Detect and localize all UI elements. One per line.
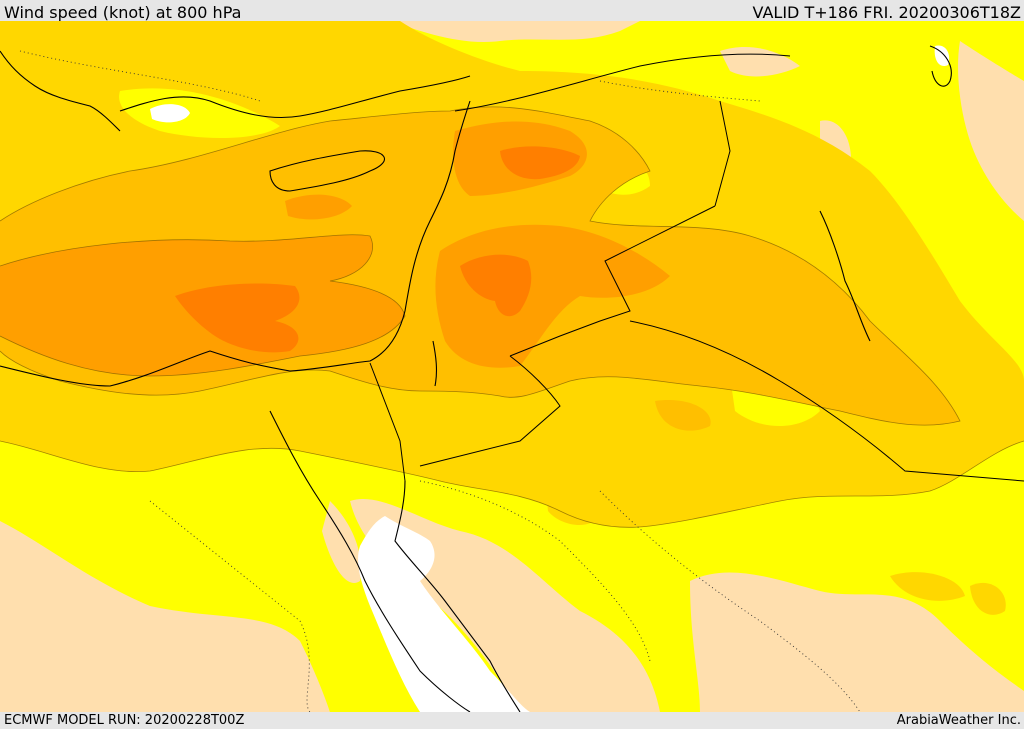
coastline-persian-gulf: [819, 210, 871, 342]
wind-band-lowest-red-sea: [358, 516, 530, 712]
map-canvas: [0, 21, 1024, 712]
map-title: Wind speed (knot) at 800 hPa: [4, 3, 242, 22]
boundary-line-iraq-syria: [714, 100, 731, 207]
coastlines: [0, 45, 952, 712]
wind-band-low-southwest: [0, 521, 330, 712]
border-line-north: [599, 80, 761, 102]
boundary-line-egypt: [369, 362, 406, 482]
wind-band-elevated-south-patch: [545, 480, 599, 526]
boundary-line-saudi-iraq: [629, 320, 1024, 482]
coastline-caspian: [929, 45, 952, 87]
footer-bar: ECMWF MODEL RUN: 20200228T00Z ArabiaWeat…: [0, 712, 1024, 729]
political-boundaries: [369, 53, 1024, 482]
wind-band-moderate-far-east-patch: [858, 110, 960, 175]
coastline-turkey: [119, 75, 471, 119]
header-bar: Wind speed (knot) at 800 hPa VALID T+186…: [0, 0, 1024, 22]
wind-band-very-high-cyprus-patch: [285, 194, 352, 220]
wind-band-elevated-southeast-patch: [890, 572, 965, 601]
wind-band-highest-jordan: [460, 254, 532, 317]
wind-band-highest-mediterranean: [175, 283, 300, 353]
coastline-gulf-of-suez: [269, 410, 471, 712]
border-line-center: [419, 480, 651, 662]
wind-contour-very-high: [0, 234, 406, 377]
wind-contour-high: [0, 106, 961, 426]
wind-speed-map: [0, 21, 1024, 712]
border-line-east: [599, 490, 861, 712]
country-borders: [19, 50, 861, 712]
valid-time: VALID T+186 FRI. 20200306T18Z: [752, 3, 1021, 22]
boundary-line-saudi-north: [419, 355, 561, 467]
wind-band-high-south-patch: [800, 384, 885, 406]
wind-contours: [0, 106, 1024, 528]
wind-band-low-southeast: [690, 572, 1024, 712]
wind-band-low-red-sea-shore: [322, 501, 361, 583]
wind-band-high-east-patch: [655, 400, 711, 431]
coastline-aegean: [0, 50, 121, 132]
coastline-dead-sea: [432, 340, 438, 387]
boundary-line-syria: [454, 53, 791, 112]
wind-band-low-north: [390, 21, 640, 42]
coastline-cyprus: [269, 150, 385, 192]
wind-band-elevated-coast-patch: [970, 582, 1006, 615]
border-line-south: [149, 500, 311, 712]
wind-band-moderate-north-patch: [119, 88, 281, 138]
model-run-label: ECMWF MODEL RUN: 20200228T00Z: [4, 713, 245, 728]
coastline-north-africa: [0, 100, 471, 387]
wind-band-lowest-aegean: [150, 104, 190, 123]
wind-band-highest-syria: [500, 146, 580, 180]
wind-contour-elevated: [0, 440, 1024, 528]
border-line-west: [19, 50, 261, 102]
boundary-line-jordan-west: [509, 205, 716, 357]
coastline-arabian-red-sea: [394, 480, 521, 712]
credit-label: ArabiaWeather Inc.: [896, 713, 1021, 728]
wind-band-low-east: [958, 41, 1024, 221]
